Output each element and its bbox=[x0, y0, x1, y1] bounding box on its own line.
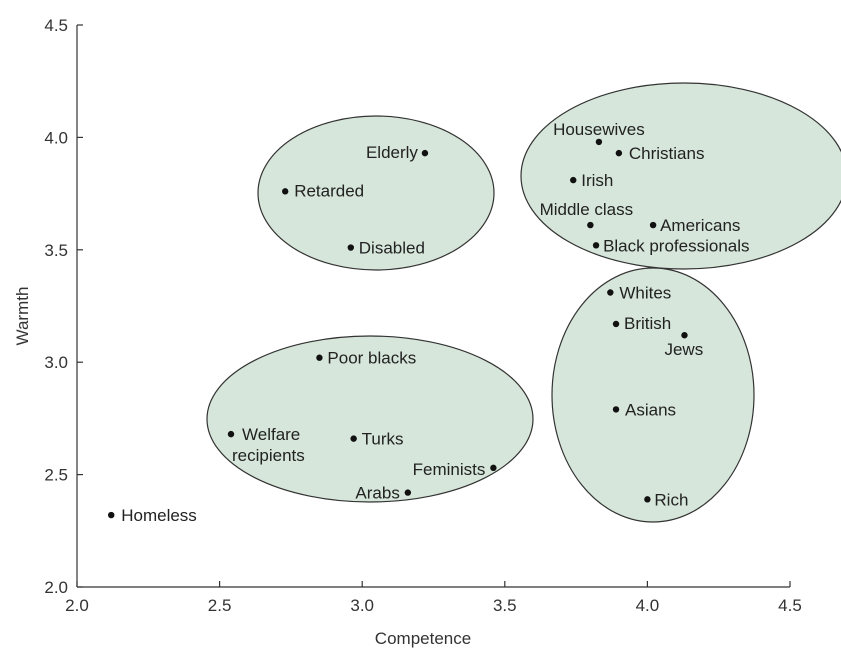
point-label-turks: Turks bbox=[362, 430, 404, 449]
point-feminists bbox=[490, 464, 497, 472]
point-americans bbox=[649, 221, 657, 229]
point-middle-class bbox=[587, 221, 594, 229]
point-poor-blacks bbox=[316, 354, 323, 361]
point-housewives bbox=[595, 138, 603, 146]
point-welfare-recipients bbox=[227, 430, 235, 438]
point-label-whites: Whites bbox=[619, 284, 671, 303]
point-whites bbox=[607, 289, 614, 296]
x-tick-label: 4.0 bbox=[636, 596, 660, 615]
y-axis-ticks: 2.0 2.5 3.0 3.5 4.0 4.5 bbox=[44, 16, 83, 597]
point-label-elderly: Elderly bbox=[366, 143, 418, 162]
x-tick-label: 2.0 bbox=[65, 596, 89, 615]
y-tick-label: 3.0 bbox=[44, 353, 68, 372]
point-label-jews: Jews bbox=[664, 340, 703, 359]
x-axis-title: Competence bbox=[375, 629, 471, 648]
point-arabs bbox=[404, 489, 412, 496]
point-label-black-professionals: Black professionals bbox=[603, 236, 749, 255]
point-homeless bbox=[108, 511, 115, 519]
point-label-middle-class: Middle class bbox=[540, 200, 634, 219]
point-irish bbox=[570, 176, 577, 184]
point-label-homeless: Homeless bbox=[121, 506, 197, 525]
point-british bbox=[612, 320, 620, 328]
point-label-christians: Christians bbox=[629, 144, 705, 163]
x-tick-label: 3.0 bbox=[350, 596, 374, 615]
point-label-rich: Rich bbox=[654, 490, 688, 509]
point-black-professionals bbox=[592, 242, 600, 249]
point-label-poor-blacks: Poor blacks bbox=[327, 349, 416, 368]
point-asians bbox=[612, 406, 620, 413]
point-label-americans: Americans bbox=[660, 216, 740, 235]
cluster-ellipse-low-warmth-high-competence bbox=[551, 267, 755, 523]
point-label-arabs: Arabs bbox=[355, 484, 399, 503]
point-turks bbox=[350, 435, 357, 442]
point-label-welfare-recipients: Welfare recipients bbox=[232, 425, 305, 465]
point-retarded bbox=[281, 188, 289, 195]
x-tick-label: 4.5 bbox=[778, 596, 802, 615]
point-label-retarded: Retarded bbox=[294, 181, 364, 200]
point-label-british: British bbox=[624, 314, 671, 333]
point-elderly bbox=[421, 149, 429, 157]
point-jews bbox=[681, 332, 688, 339]
y-tick-label: 2.0 bbox=[44, 578, 68, 597]
cluster-ellipses bbox=[206, 82, 841, 523]
y-tick-label: 4.0 bbox=[44, 128, 68, 147]
x-axis-ticks: 2.0 2.5 3.0 3.5 4.0 4.5 bbox=[65, 581, 802, 615]
y-axis-title: Warmth bbox=[13, 287, 32, 346]
point-label-asians: Asians bbox=[625, 400, 676, 419]
point-label-irish: Irish bbox=[581, 171, 613, 190]
point-rich bbox=[644, 496, 651, 503]
cluster-ellipse-low-warmth-low-competence bbox=[206, 335, 534, 503]
point-label-housewives: Housewives bbox=[553, 120, 645, 139]
point-christians bbox=[615, 149, 623, 157]
point-disabled bbox=[347, 244, 354, 251]
cluster-ellipse-elderly-disabled bbox=[257, 115, 495, 271]
y-tick-label: 3.5 bbox=[44, 241, 68, 260]
x-tick-label: 3.5 bbox=[493, 596, 517, 615]
cluster-ellipse-high-warmth-high-competence bbox=[520, 82, 841, 270]
x-tick-label: 2.5 bbox=[208, 596, 232, 615]
y-tick-label: 4.5 bbox=[44, 16, 68, 35]
point-label-feminists: Feminists bbox=[413, 460, 486, 479]
point-label-disabled: Disabled bbox=[359, 239, 425, 258]
y-tick-label: 2.5 bbox=[44, 466, 68, 485]
